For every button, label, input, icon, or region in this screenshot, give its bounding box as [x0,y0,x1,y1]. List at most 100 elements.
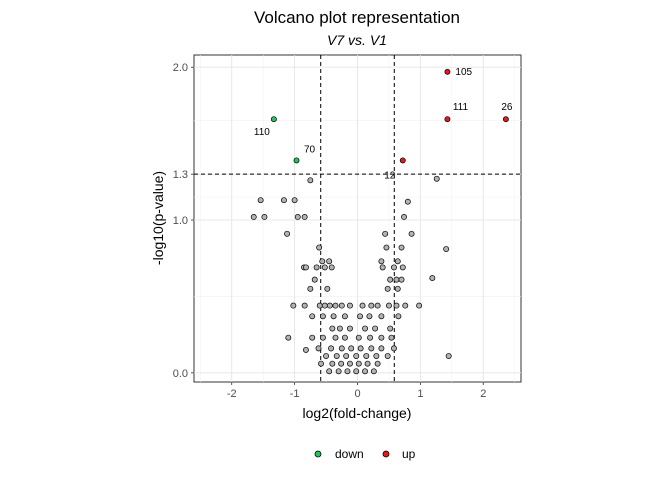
data-point [307,177,314,184]
data-point [387,325,394,332]
data-point [378,345,385,352]
data-point [318,360,324,367]
data-point [404,198,411,205]
data-point [257,197,264,204]
chart-title: Volcano plot representation [254,8,460,27]
data-point [362,325,368,332]
data-point [445,353,452,359]
data-point [367,334,374,341]
data-point [344,368,351,375]
data-point [291,197,298,204]
data-point [372,325,379,332]
data-point [294,214,301,220]
data-point [301,214,308,220]
data-point [332,302,339,309]
data-point [326,302,333,309]
data-point [391,264,397,271]
x-tick-label: 2 [480,388,486,400]
data-point [394,285,401,292]
data-point [280,197,287,204]
data-point [378,313,385,320]
data-point [384,353,391,359]
point-label: 70 [304,144,316,155]
data-point [362,368,368,375]
data-point [398,244,405,251]
data-point [391,345,397,352]
data-point [379,264,386,271]
data-point [357,313,363,320]
data-point [315,345,322,352]
point-label: 12 [384,170,396,181]
x-tick-label: -1 [290,388,300,400]
data-point [416,302,423,309]
data-point [341,313,348,320]
data-point [328,345,335,352]
data-point [330,313,337,320]
data-point [401,214,407,220]
data-point [399,264,406,271]
data-point [250,214,257,220]
data-point [382,230,389,237]
plot-panel: 110 70 105 111 26 12 [193,54,522,383]
data-point [326,368,333,375]
data-point [328,264,335,271]
data-point [402,302,409,309]
y-axis-label: -log10(p-value) [150,171,166,265]
point-label: 110 [254,127,270,138]
data-point [309,313,316,320]
legend: down up [314,447,416,461]
data-point [347,360,353,367]
y-tick-label: 1.3 [173,169,188,181]
data-point [370,368,377,375]
point-label: 105 [455,67,472,78]
data-point [307,285,314,292]
data-point [359,302,366,309]
x-axis-ticks: -2 -1 0 1 2 [227,382,486,400]
data-point [338,345,345,352]
data-point [290,302,297,309]
data-point [387,276,394,283]
y-tick-label: 2.0 [173,62,188,74]
data-point [316,244,323,251]
legend-swatch-down [314,450,322,458]
data-point [338,360,345,367]
threshold-lines [194,55,521,382]
data-point [321,302,328,309]
data-point [443,246,450,253]
data-point [502,116,509,123]
data-point [335,368,342,375]
data-point [270,116,277,123]
data-point [285,334,292,341]
data-point [329,360,336,367]
point-label: 111 [453,102,469,113]
legend-label-down: down [335,447,364,461]
data-point [343,353,350,359]
data-point [364,360,371,367]
data-point [399,157,406,164]
data-point [433,175,440,182]
data-point [374,302,381,309]
y-tick-label: 0.0 [173,368,188,380]
data-point [324,285,331,292]
data-point [319,334,326,341]
data-point [321,264,328,271]
data-point [316,302,323,309]
data-point [347,302,353,309]
data-point [311,276,318,283]
data-point [301,302,308,309]
x-tick-label: 1 [417,388,423,400]
data-point [319,313,326,320]
data-point [336,325,343,332]
data-point [378,258,385,265]
x-axis-label: log2(fold-change) [303,405,412,421]
data-point [393,276,400,283]
data-point [368,302,375,309]
data-point [355,360,362,367]
data-point [347,325,353,332]
data-point [319,258,326,265]
data-point [353,368,360,375]
grid-lines [194,55,521,382]
data-point [302,264,309,271]
data-point [398,276,405,283]
data-point [408,230,415,237]
